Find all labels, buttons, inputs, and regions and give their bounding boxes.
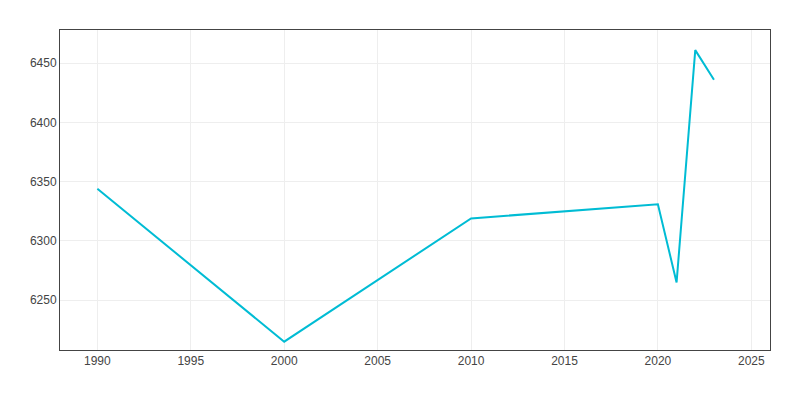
svg-text:2000: 2000: [271, 354, 298, 368]
svg-text:6450: 6450: [30, 56, 57, 70]
svg-text:2020: 2020: [645, 354, 672, 368]
svg-text:1990: 1990: [84, 354, 111, 368]
svg-text:2025: 2025: [738, 354, 765, 368]
svg-text:6400: 6400: [30, 116, 57, 130]
svg-text:2005: 2005: [364, 354, 391, 368]
svg-text:6350: 6350: [30, 175, 57, 189]
svg-text:2015: 2015: [551, 354, 578, 368]
svg-text:2010: 2010: [458, 354, 485, 368]
svg-text:6250: 6250: [30, 293, 57, 307]
svg-text:1995: 1995: [177, 354, 204, 368]
svg-text:6300: 6300: [30, 234, 57, 248]
